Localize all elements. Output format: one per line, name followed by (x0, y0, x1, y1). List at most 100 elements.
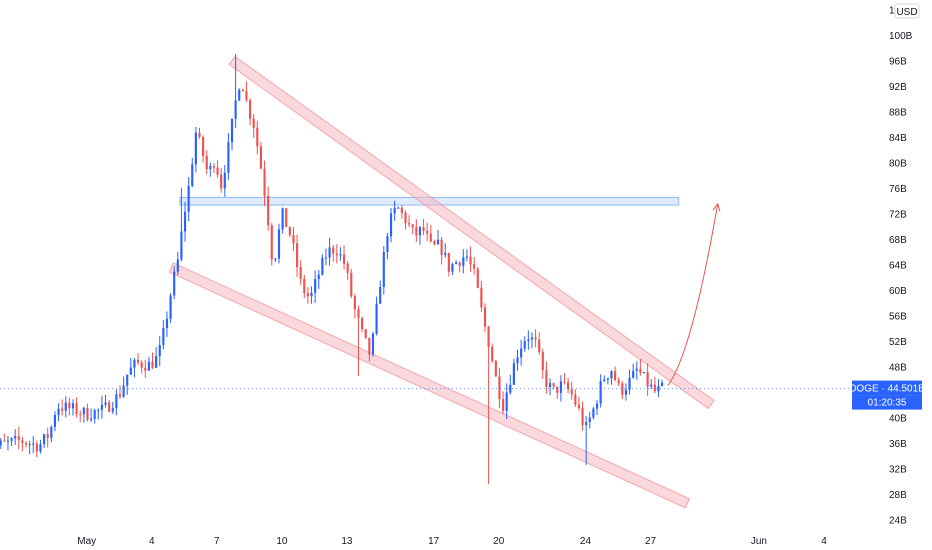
candle[interactable] (585, 416, 588, 466)
candle[interactable] (639, 358, 642, 376)
candle[interactable] (415, 219, 418, 243)
candle[interactable] (220, 167, 223, 193)
candle[interactable] (140, 360, 143, 374)
candle[interactable] (520, 339, 523, 366)
candle[interactable] (624, 383, 628, 401)
candle[interactable] (458, 261, 461, 273)
candle[interactable] (375, 296, 378, 336)
candle[interactable] (194, 126, 197, 173)
candle[interactable] (408, 214, 411, 227)
candle[interactable] (642, 371, 646, 374)
candle[interactable] (541, 348, 544, 380)
candle[interactable] (465, 249, 469, 262)
candle[interactable] (552, 382, 555, 390)
candle[interactable] (505, 383, 508, 420)
candle[interactable] (227, 133, 230, 180)
candle[interactable] (28, 441, 31, 455)
candle[interactable] (249, 98, 252, 126)
candle[interactable] (53, 411, 57, 432)
candle[interactable] (198, 127, 201, 139)
candle[interactable] (162, 320, 165, 350)
candle[interactable] (68, 397, 71, 416)
candle[interactable] (89, 408, 93, 423)
candle[interactable] (202, 135, 205, 163)
candle[interactable] (223, 165, 226, 197)
candle[interactable] (339, 247, 342, 261)
candle[interactable] (205, 150, 208, 175)
candle[interactable] (426, 222, 429, 242)
candle[interactable] (292, 227, 295, 252)
candle[interactable] (147, 356, 150, 371)
candle[interactable] (122, 376, 125, 398)
candle[interactable] (321, 254, 324, 276)
candle[interactable] (111, 401, 114, 414)
wedge-upper-band[interactable] (228, 55, 715, 410)
candle[interactable] (43, 433, 46, 448)
candle[interactable] (350, 268, 353, 299)
candle[interactable] (129, 358, 132, 375)
candle[interactable] (451, 262, 454, 276)
candle[interactable] (75, 397, 78, 418)
candle[interactable] (603, 375, 606, 383)
candle[interactable] (108, 399, 111, 413)
candle[interactable] (361, 316, 364, 333)
candle[interactable] (397, 206, 400, 209)
candle[interactable] (498, 367, 501, 408)
candle[interactable] (487, 326, 490, 485)
candle[interactable] (144, 359, 147, 378)
candle[interactable] (328, 237, 331, 266)
candle[interactable] (462, 249, 465, 274)
projection-arrow-path[interactable] (667, 203, 719, 386)
candle[interactable] (21, 436, 24, 452)
candle[interactable] (155, 347, 158, 369)
candle[interactable] (136, 352, 140, 366)
candle[interactable] (454, 260, 458, 265)
candle[interactable] (610, 370, 613, 385)
candle[interactable] (556, 386, 559, 399)
candle[interactable] (274, 257, 277, 263)
candle[interactable] (79, 410, 82, 423)
candle[interactable] (169, 293, 172, 323)
candle[interactable] (440, 237, 443, 265)
candle[interactable] (400, 205, 403, 219)
candle[interactable] (516, 349, 519, 371)
candle[interactable] (306, 287, 309, 304)
candle[interactable] (100, 395, 103, 419)
candle[interactable] (577, 396, 581, 412)
candle[interactable] (444, 243, 447, 258)
candle[interactable] (501, 391, 505, 415)
candle[interactable] (209, 162, 212, 177)
candle[interactable] (342, 245, 346, 270)
candle[interactable] (151, 352, 154, 370)
candle[interactable] (574, 389, 577, 408)
wedge-lower-band[interactable] (168, 262, 691, 509)
candle[interactable] (86, 403, 89, 422)
candle[interactable] (191, 157, 194, 188)
candle[interactable] (581, 401, 584, 431)
candle[interactable] (0, 437, 2, 449)
candle[interactable] (509, 374, 512, 395)
candle[interactable] (530, 332, 534, 349)
candle[interactable] (494, 359, 497, 377)
candle[interactable] (212, 163, 216, 174)
candle[interactable] (187, 177, 190, 222)
candle[interactable] (386, 232, 389, 260)
candle[interactable] (277, 223, 281, 264)
candle[interactable] (97, 408, 100, 420)
currency-label[interactable]: USD (894, 3, 920, 19)
candle[interactable] (82, 406, 85, 423)
candle[interactable] (588, 411, 591, 429)
candle[interactable] (632, 363, 635, 379)
candle[interactable] (353, 293, 356, 319)
candle[interactable] (346, 261, 349, 280)
candle[interactable] (245, 81, 248, 103)
candle[interactable] (71, 399, 75, 416)
candle[interactable] (563, 373, 566, 385)
candle[interactable] (241, 88, 244, 92)
candle[interactable] (621, 381, 624, 400)
candle[interactable] (650, 379, 653, 389)
candle[interactable] (527, 330, 530, 350)
candle[interactable] (635, 361, 638, 380)
candle[interactable] (357, 305, 360, 376)
candle[interactable] (158, 336, 161, 367)
